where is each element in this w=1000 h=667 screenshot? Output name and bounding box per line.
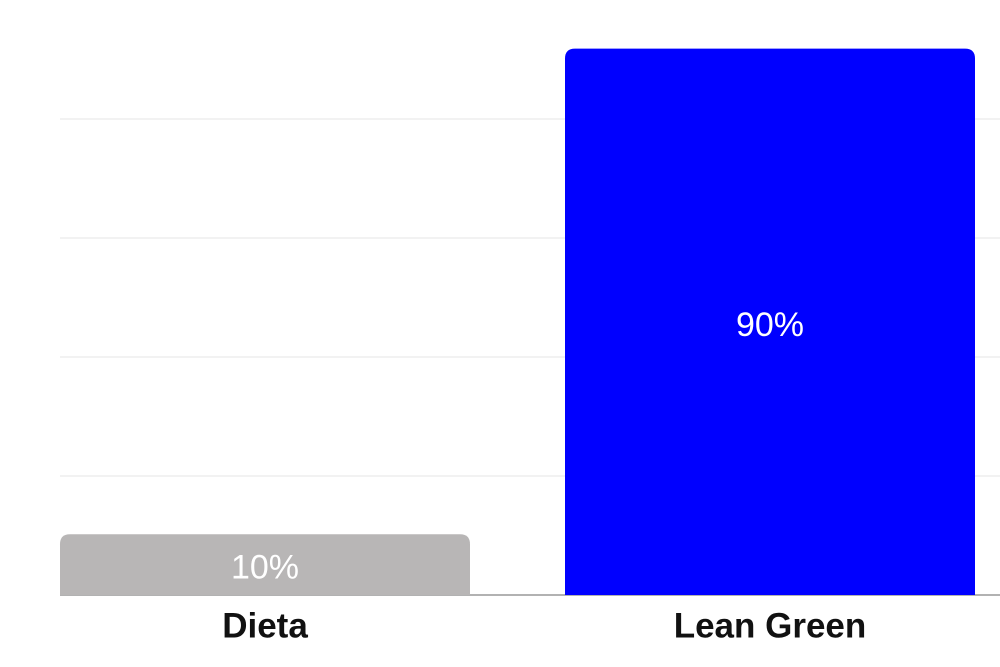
bar	[565, 48, 975, 596]
x-tick-label: Dieta	[222, 606, 308, 645]
value-label: 90%	[736, 306, 804, 344]
x-tick-label: Lean Green	[674, 606, 867, 645]
value-label: 10%	[231, 549, 299, 587]
bar	[60, 534, 470, 595]
